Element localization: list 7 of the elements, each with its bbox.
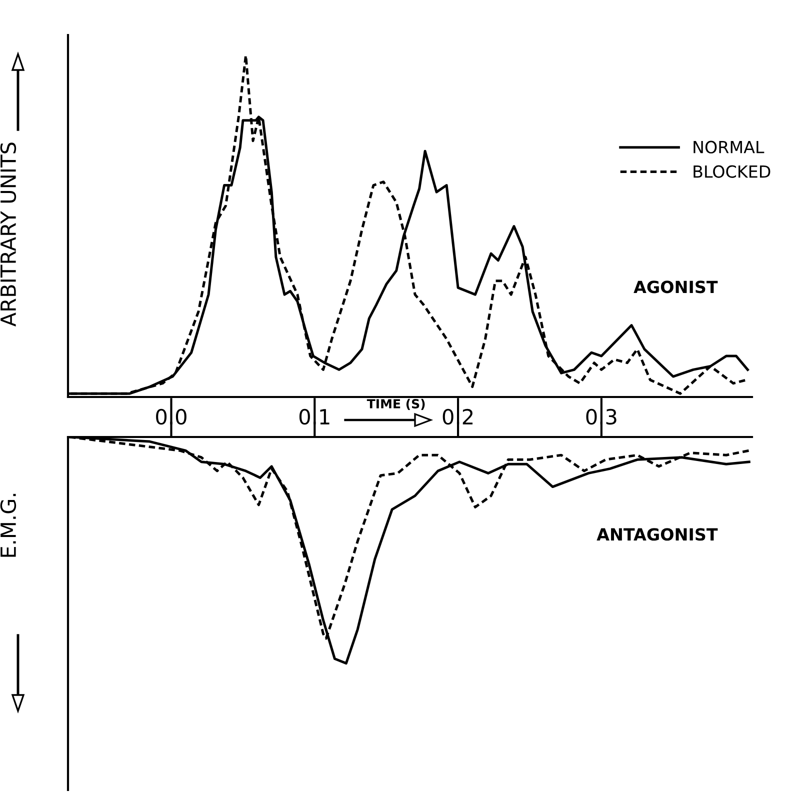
x-axis-title: TIME (S) (366, 398, 425, 410)
y-axis-title: ARBITRARY UNITS (0, 142, 16, 327)
annotation: ANTAGONIST (596, 528, 718, 541)
y-axis-title: E.M.G. (0, 494, 16, 557)
annotation: AGONIST (634, 280, 718, 294)
legend-label: NORMAL (694, 140, 764, 154)
legend-label: BLOCKED (694, 165, 770, 178)
